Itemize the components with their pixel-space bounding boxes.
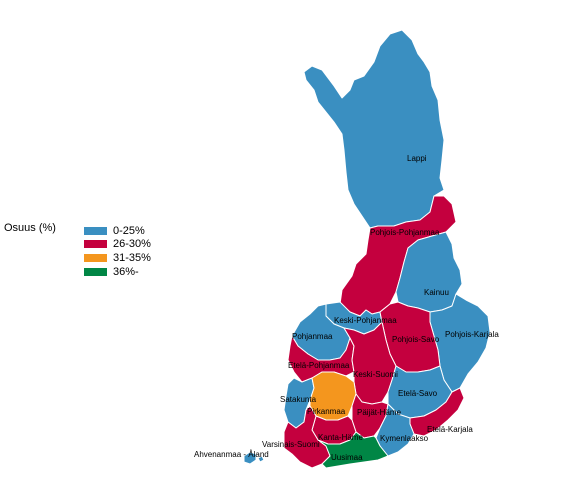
region-ahvenanmaa[interactable] — [243, 451, 257, 465]
legend-swatch — [84, 226, 107, 235]
label-keski-pohjanmaa: Keski-Pohjanmaa — [334, 316, 397, 325]
label-uusimaa: Uusimaa — [331, 453, 363, 462]
label-pirkanmaa: Pirkanmaa — [307, 407, 346, 416]
legend-title: Osuus (%) — [4, 222, 56, 234]
region-lappi[interactable] — [303, 29, 445, 229]
legend-item: 26-30% — [84, 238, 151, 252]
label-pohjois-savo: Pohjois-Savo — [392, 335, 440, 344]
legend-items: 0-25% 26-30% 31-35% 36%- — [84, 224, 151, 278]
legend-item: 36%- — [84, 265, 151, 279]
legend-item: 0-25% — [84, 224, 151, 238]
label-keski-suomi: Keski-Suomi — [353, 370, 398, 379]
legend-label: 31-35% — [113, 251, 151, 264]
label-kymenlaakso: Kymenlaakso — [380, 434, 429, 443]
label-etela-karjala: Etelä-Karjala — [427, 425, 473, 434]
label-kanta-hame: Kanta-Häme — [318, 433, 363, 442]
label-pohjois-karjala: Pohjois-Karjala — [445, 330, 499, 339]
legend-swatch — [84, 240, 107, 249]
label-lappi: Lappi — [407, 154, 427, 163]
label-etela-savo: Etelä-Savo — [398, 389, 438, 398]
label-paijat-hame: Päijät-Häme — [357, 408, 402, 417]
legend-label: 36%- — [113, 265, 139, 278]
label-kainuu: Kainuu — [424, 288, 449, 297]
region-uusimaa[interactable] — [317, 431, 389, 469]
region-keski-suomi[interactable] — [343, 321, 397, 405]
label-ahvenanmaa: Ahvenanmaa - Åland — [194, 450, 269, 459]
label-etela-pohjanmaa: Etelä-Pohjanmaa — [288, 361, 350, 370]
label-pohjois-pohjanmaa: Pohjois-Pohjanmaa — [370, 228, 440, 237]
label-pohjanmaa: Pohjanmaa — [292, 332, 333, 341]
label-satakunta: Satakunta — [280, 395, 317, 404]
legend-item: 31-35% — [84, 251, 151, 265]
label-varsinais-suomi: Varsinais-Suomi — [262, 440, 320, 449]
legend-label: 0-25% — [113, 224, 145, 237]
legend-swatch — [84, 253, 107, 262]
legend-swatch — [84, 267, 107, 276]
region-ahvenanmaa-islet[interactable] — [257, 455, 265, 463]
legend-label: 26-30% — [113, 238, 151, 251]
